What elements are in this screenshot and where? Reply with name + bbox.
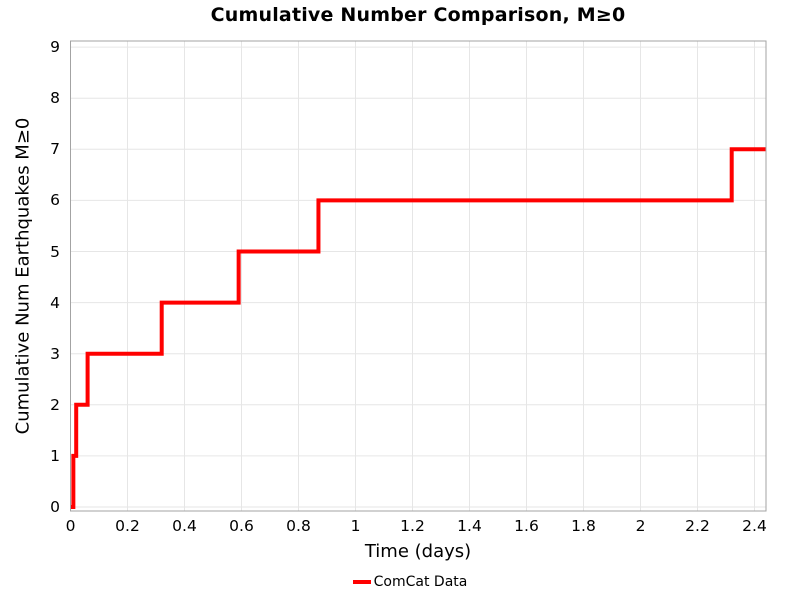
x-tick-label: 0.8: [286, 517, 311, 535]
x-tick-label: 0: [65, 517, 76, 535]
legend-label: ComCat Data: [373, 574, 468, 590]
x-tick-label: 2.2: [685, 517, 710, 535]
x-tick-label: 1.8: [571, 517, 596, 535]
y-tick-label: 7: [50, 140, 60, 159]
x-axis-label: Time (days): [364, 541, 472, 562]
y-tick-label: 1: [50, 446, 60, 465]
x-tick-label: 2: [635, 517, 646, 535]
y-tick-label: 5: [50, 242, 60, 261]
y-tick-label: 8: [50, 89, 60, 108]
x-tick-label: 1.2: [400, 517, 425, 535]
x-tick-label: 1.4: [457, 517, 482, 535]
x-tick-label: 0.4: [172, 517, 197, 535]
chart-title: Cumulative Number Comparison, M≥0: [210, 4, 626, 26]
step-line: [70, 147, 766, 509]
legend: ComCat Data: [70, 574, 750, 590]
y-tick-label: 6: [50, 191, 60, 210]
x-tick-label: 2.4: [742, 517, 767, 535]
y-axis-label: Cumulative Num Earthquakes M≥0: [12, 117, 34, 435]
x-tick-label: 0.6: [229, 517, 254, 535]
y-tick-label: 4: [50, 293, 60, 312]
legend-line-marker: [352, 580, 371, 584]
plot-frame: [70, 40, 767, 512]
y-tick-label: 9: [50, 38, 60, 57]
x-tick-label: 0.2: [115, 517, 140, 535]
y-tick-label: 2: [50, 395, 60, 414]
y-tick-label: 3: [50, 344, 60, 363]
y-tick-label: 0: [50, 498, 60, 516]
x-tick-label: 1.6: [514, 517, 539, 535]
x-tick-label: 1: [350, 517, 361, 535]
